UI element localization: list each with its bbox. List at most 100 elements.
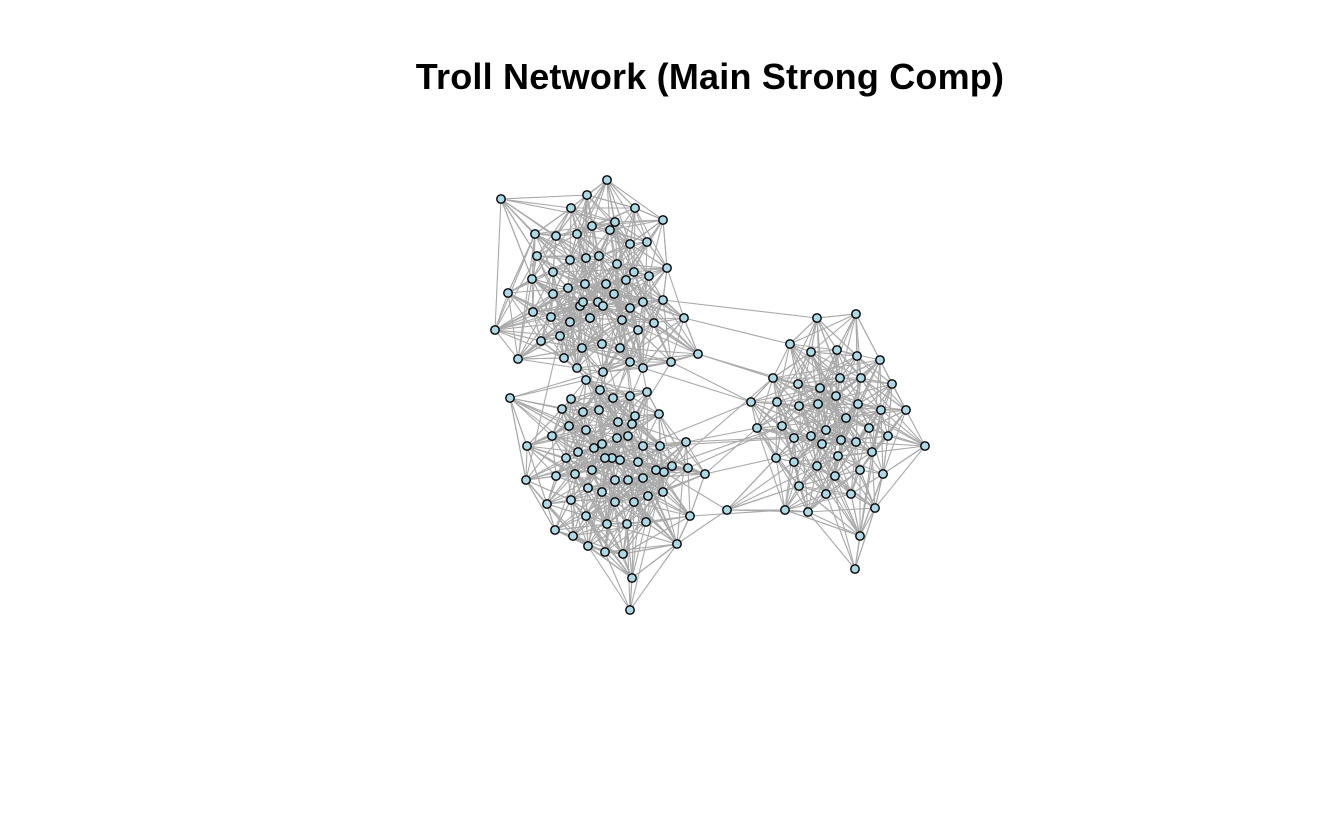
network-edge <box>517 358 578 369</box>
network-edge <box>756 377 774 429</box>
network-node <box>496 194 506 204</box>
network-edge <box>517 293 554 360</box>
network-node <box>610 497 620 507</box>
network-edge <box>525 445 528 481</box>
network-edge <box>629 243 650 277</box>
network-edge <box>612 397 635 503</box>
network-edge <box>585 379 648 393</box>
network-edge <box>587 487 608 525</box>
network-edge <box>507 287 569 294</box>
network-edge <box>855 441 926 447</box>
network-edge <box>581 329 639 349</box>
network-node <box>658 487 668 497</box>
network-edge <box>775 435 812 459</box>
network-edge <box>591 225 648 243</box>
network-node <box>570 469 580 479</box>
network-edge <box>555 475 616 481</box>
network-edge <box>532 311 542 342</box>
network-edge <box>585 225 593 259</box>
network-node <box>855 531 865 541</box>
network-node <box>878 469 888 479</box>
network-edge <box>581 347 604 373</box>
network-edge <box>850 493 861 537</box>
network-edge <box>810 435 818 467</box>
network-edge <box>611 361 672 459</box>
network-edge <box>565 457 572 501</box>
network-node <box>771 453 781 463</box>
network-node <box>615 455 625 465</box>
network-edge <box>776 387 821 403</box>
network-edge <box>546 503 587 517</box>
network-edge <box>601 491 635 503</box>
network-edge <box>854 507 876 570</box>
network-edge <box>570 398 587 431</box>
network-edge <box>585 515 633 579</box>
network-edge <box>868 409 907 429</box>
network-node <box>833 451 843 461</box>
network-edge <box>772 377 800 407</box>
network-edge <box>816 403 819 467</box>
network-edge <box>871 359 881 453</box>
network-node <box>572 229 582 239</box>
network-edge <box>546 503 574 537</box>
network-edge <box>819 387 876 509</box>
network-edge <box>855 313 862 379</box>
network-node <box>582 190 592 200</box>
network-edge <box>642 367 752 403</box>
network-node <box>836 435 846 445</box>
network-node <box>629 267 639 277</box>
network-node <box>625 303 635 313</box>
network-edge <box>634 207 664 221</box>
network-node <box>789 433 799 443</box>
network-edge <box>631 521 647 579</box>
network-edge <box>816 465 861 537</box>
network-edge <box>776 401 827 495</box>
network-node <box>789 457 799 467</box>
edge-layer <box>494 179 926 611</box>
network-edge <box>662 219 668 269</box>
network-node <box>794 401 804 411</box>
network-node <box>551 471 561 481</box>
network-edge <box>772 343 791 379</box>
network-node <box>780 505 790 515</box>
network-edge <box>619 459 649 497</box>
network-edge <box>772 351 812 379</box>
network-edge <box>585 429 616 503</box>
network-edge <box>642 401 752 447</box>
network-edge <box>587 545 631 611</box>
network-node <box>581 375 591 385</box>
network-node <box>642 387 652 397</box>
network-edge <box>807 511 856 570</box>
network-edge <box>810 359 881 437</box>
network-node <box>867 447 877 457</box>
network-edge <box>726 485 800 511</box>
network-edge <box>517 316 552 360</box>
network-edge <box>605 241 648 285</box>
network-edge <box>697 353 799 385</box>
network-edge <box>634 415 644 447</box>
network-edge <box>494 321 571 331</box>
network-node <box>597 487 607 497</box>
network-node <box>623 431 633 441</box>
network-node <box>610 217 620 227</box>
plot-title: Troll Network (Main Strong Comp) <box>415 56 1005 97</box>
network-node <box>629 497 639 507</box>
network-node <box>875 355 885 365</box>
network-edge <box>629 219 664 245</box>
network-node <box>581 253 591 263</box>
network-edge <box>621 279 627 321</box>
network-edge <box>621 319 644 369</box>
network-node <box>785 339 795 349</box>
network-node <box>528 307 538 317</box>
network-edge <box>576 367 631 397</box>
network-node <box>685 511 695 521</box>
network-node <box>580 279 590 289</box>
network-edge <box>637 329 672 363</box>
network-edge <box>585 515 624 555</box>
network-node <box>597 339 607 349</box>
network-edge <box>810 435 861 537</box>
network-edge <box>570 499 589 547</box>
network-node <box>548 289 558 299</box>
network-edge <box>633 271 685 319</box>
network-node <box>583 483 593 493</box>
